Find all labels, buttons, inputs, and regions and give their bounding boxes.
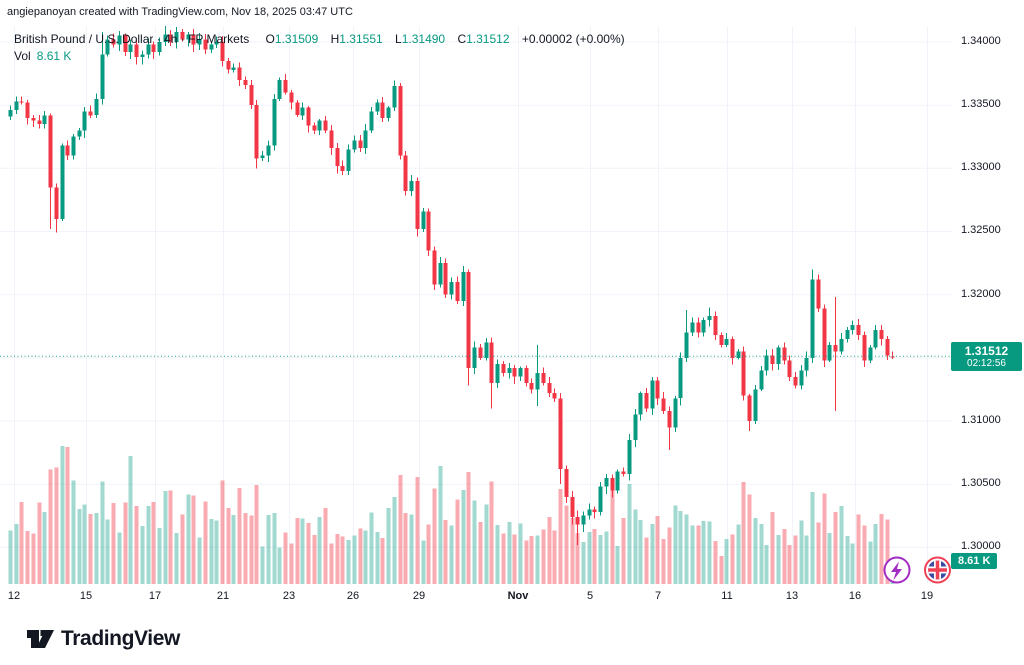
high-value: 1.31551 [339,32,383,46]
high-label: H [330,32,340,46]
bar-countdown: 02:12:56 [967,358,1006,369]
time-axis-label: 23 [282,590,296,602]
time-axis-label: 15 [79,590,93,602]
time-axis-label: 11 [721,590,733,602]
volume-axis-badge: 8.61 K [951,553,998,569]
time-axis-label: 29 [412,590,426,602]
time-axis[interactable]: 12 15 17 21 23 26 29 Nov 5 7 11 13 16 19 [0,586,948,612]
time-axis-label: 12 [7,590,21,602]
tradingview-logo-text: TradingView [61,627,180,650]
price-axis-label: 1.32500 [961,224,1001,236]
time-axis-label: 7 [654,590,662,602]
volume-bars [8,446,895,584]
tradingview-logo-icon [27,630,54,648]
current-price-tag: 1.31512 02:12:56 [951,342,1022,371]
close-label: C [457,32,467,46]
time-axis-label: 16 [848,590,862,602]
price-axis[interactable]: 1.34000 1.33500 1.33000 1.32500 1.32000 1.310… [948,26,1024,585]
volume-label: Vol [14,49,31,63]
volume-value: 8.61 K [36,49,72,63]
symbol-title: British Pound / U.S. Dollar · 4h · FP Ma… [14,32,250,46]
candlesticks [8,26,895,545]
price-axis-label: 1.34000 [961,35,1001,47]
price-axis-label: 1.32000 [961,288,1001,300]
low-value: 1.31490 [401,32,446,46]
attribution-text: angiepanoyan created with TradingView.co… [7,6,353,18]
price-axis-label: 1.33500 [961,98,1001,110]
volume-legend: Vol 8.61 K [14,49,71,63]
time-axis-label: 5 [586,590,594,602]
price-axis-label: 1.30500 [961,477,1001,489]
tradingview-logo[interactable]: TradingView [27,627,180,651]
gbp-flag-icon[interactable] [924,556,951,584]
change-value: +0.00002 (+0.00%) [521,32,625,46]
time-axis-label: 17 [148,590,162,602]
low-label: L [395,32,402,46]
time-axis-label: 19 [920,590,934,602]
symbol-legend: British Pound / U.S. Dollar · 4h · FP Ma… [14,32,625,46]
time-axis-label: 21 [216,590,230,602]
open-value: 1.31509 [274,32,319,46]
time-axis-label: 13 [785,590,799,602]
price-axis-label: 1.30000 [961,540,1001,552]
grid-lines [0,26,953,584]
time-axis-label: 26 [346,590,360,602]
open-label: O [265,32,275,46]
close-value: 1.31512 [466,32,510,46]
time-axis-label: Nov [507,590,529,602]
lightning-icon[interactable] [883,556,911,584]
price-axis-label: 1.33000 [961,161,1001,173]
current-price-value: 1.31512 [964,344,1009,358]
price-axis-label: 1.31000 [961,414,1001,426]
